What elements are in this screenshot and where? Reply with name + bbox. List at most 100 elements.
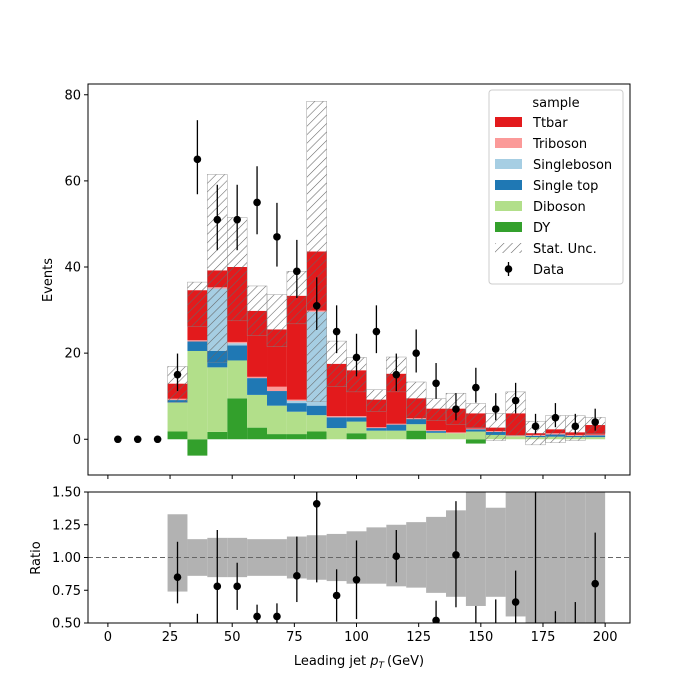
bar-singleboson-bin-3 [227, 343, 248, 346]
bar-single-top-bin-13 [426, 431, 447, 433]
legend-marker-data [504, 265, 513, 273]
legend-swatch-dy [495, 222, 522, 232]
bar-diboson-bin-21 [585, 437, 606, 440]
bar-triboson-bin-14 [446, 432, 466, 434]
bar-diboson-bin-5 [267, 405, 287, 435]
ratio-point-1 [194, 645, 202, 653]
bar-diboson-bin-2 [207, 367, 228, 432]
data-point-24 [591, 418, 599, 426]
ratio-y-ticks: 0.50 0.75 1.00 1.25 1.50 [52, 486, 88, 632]
stat-unc-bin-7 [306, 101, 327, 402]
bar-diboson-bin-8 [326, 428, 347, 440]
bar-triboson-bin-3 [227, 341, 248, 344]
stat-unc-bin-15 [465, 403, 486, 428]
bar-triboson-bin-17 [505, 435, 526, 437]
data-point-8 [273, 233, 281, 241]
bar-dy-bin-0 [167, 431, 188, 440]
ratio-band-bin-1 [187, 539, 208, 576]
stat-unc-bin-10 [366, 389, 387, 412]
bar-single-top-bin-5 [267, 391, 287, 406]
ratio-band-bin-17 [505, 492, 526, 617]
bar-single-top-bin-21 [585, 435, 606, 438]
ratio-x-tick-label-7: 175 [531, 630, 556, 645]
ratio-point-16 [492, 645, 500, 653]
data-point-12 [352, 353, 361, 362]
bar-diboson-bin-3 [227, 360, 248, 399]
bar-triboson-bin-8 [326, 416, 347, 418]
main-y-ticks: 0 20 40 60 80 [64, 88, 88, 448]
data-point-4 [193, 155, 202, 164]
data-point-22 [551, 413, 560, 422]
bar-triboson-bin-21 [585, 434, 606, 436]
bar-single-top-bin-15 [465, 429, 486, 432]
main-panel: 0 20 40 60 80 Events [41, 83, 631, 479]
ratio-x-tick-label-1: 25 [162, 630, 179, 645]
bar-dy-bin-7 [306, 431, 327, 440]
ratio-y-axis-label: Ratio [29, 541, 44, 574]
bar-dy-bin-12 [406, 430, 427, 440]
ratio-x-tick-label-8: 200 [593, 630, 618, 645]
data-point-15 [412, 349, 420, 357]
ratio-x-tick-label-4: 100 [344, 630, 369, 645]
bar-single-top-bin-3 [227, 345, 248, 361]
ratio-point-15 [472, 645, 480, 653]
stat-unc-bin-12 [406, 381, 427, 420]
bar-diboson-bin-12 [406, 424, 427, 431]
bar-dy-bin-15 [465, 439, 486, 444]
legend-swatch-diboson [495, 201, 522, 211]
data-point-2 [153, 435, 162, 444]
bar-single-top-bin-12 [406, 419, 427, 425]
data-point-23 [571, 422, 580, 431]
bar-diboson-bin-7 [306, 415, 327, 432]
ratio-point-3 [233, 582, 241, 591]
ratio-band-bin-3 [227, 537, 248, 578]
ratio-point-9 [352, 575, 361, 584]
main-x-ticks [107, 475, 606, 479]
bar-diboson-bin-15 [465, 431, 486, 440]
bar-triboson-bin-9 [346, 416, 367, 418]
bar-diboson-bin-10 [366, 430, 387, 440]
ratio-x-tick-label-0: 0 [104, 630, 112, 645]
ratio-point-21 [591, 579, 599, 588]
data-point-7 [253, 198, 261, 207]
bar-single-top-bin-4 [247, 378, 268, 395]
data-point-10 [312, 301, 321, 310]
bar-single-top-bin-7 [306, 405, 327, 416]
bar-dy-bin-9 [346, 433, 367, 440]
main-y-tick-label-2: 40 [64, 261, 81, 276]
ratio-point-19 [552, 645, 560, 653]
data-point-17 [452, 405, 460, 413]
ratio-x-ticks: 0 25 50 75 100 125 150 175 200 [104, 623, 618, 645]
main-panel-frame [87, 83, 631, 476]
ratio-y-tick-label-0: 0.50 [52, 617, 81, 632]
bar-triboson-bin-11 [386, 423, 407, 425]
bar-triboson-bin-5 [267, 386, 287, 392]
ratio-point-17 [511, 598, 520, 606]
ratio-point-6 [293, 572, 301, 580]
legend-swatch-ttbar [495, 117, 522, 127]
bar-single-top-bin-9 [346, 417, 367, 422]
ratio-point-2 [213, 582, 222, 591]
data-point-13 [372, 327, 381, 336]
data-point-16 [432, 379, 440, 388]
bar-single-top-bin-6 [286, 403, 307, 412]
ratio-x-tick-label-2: 50 [224, 630, 241, 645]
bar-diboson-bin-9 [346, 421, 367, 434]
ratio-x-tick-label-3: 75 [286, 630, 303, 645]
bar-single-top-bin-10 [366, 428, 387, 431]
legend-label-stat-unc-: Stat. Unc. [533, 242, 597, 257]
y-axis-label: Events [41, 258, 56, 302]
stat-unc-bin-5 [266, 294, 288, 347]
ratio-points [173, 492, 599, 653]
data-point-9 [293, 267, 301, 276]
ratio-y-tick-label-4: 1.50 [52, 486, 81, 501]
bar-dy-bin-1 [187, 439, 208, 456]
bar-diboson-bin-11 [386, 430, 407, 440]
data-point-18 [472, 383, 480, 392]
ratio-point-14 [452, 551, 460, 559]
bar-triboson-bin-4 [247, 376, 268, 379]
main-y-tick-label-3: 60 [64, 174, 81, 189]
legend-label-triboson: Triboson [532, 137, 587, 152]
ratio-point-18 [532, 645, 540, 653]
bar-single-top-bin-11 [386, 424, 407, 431]
